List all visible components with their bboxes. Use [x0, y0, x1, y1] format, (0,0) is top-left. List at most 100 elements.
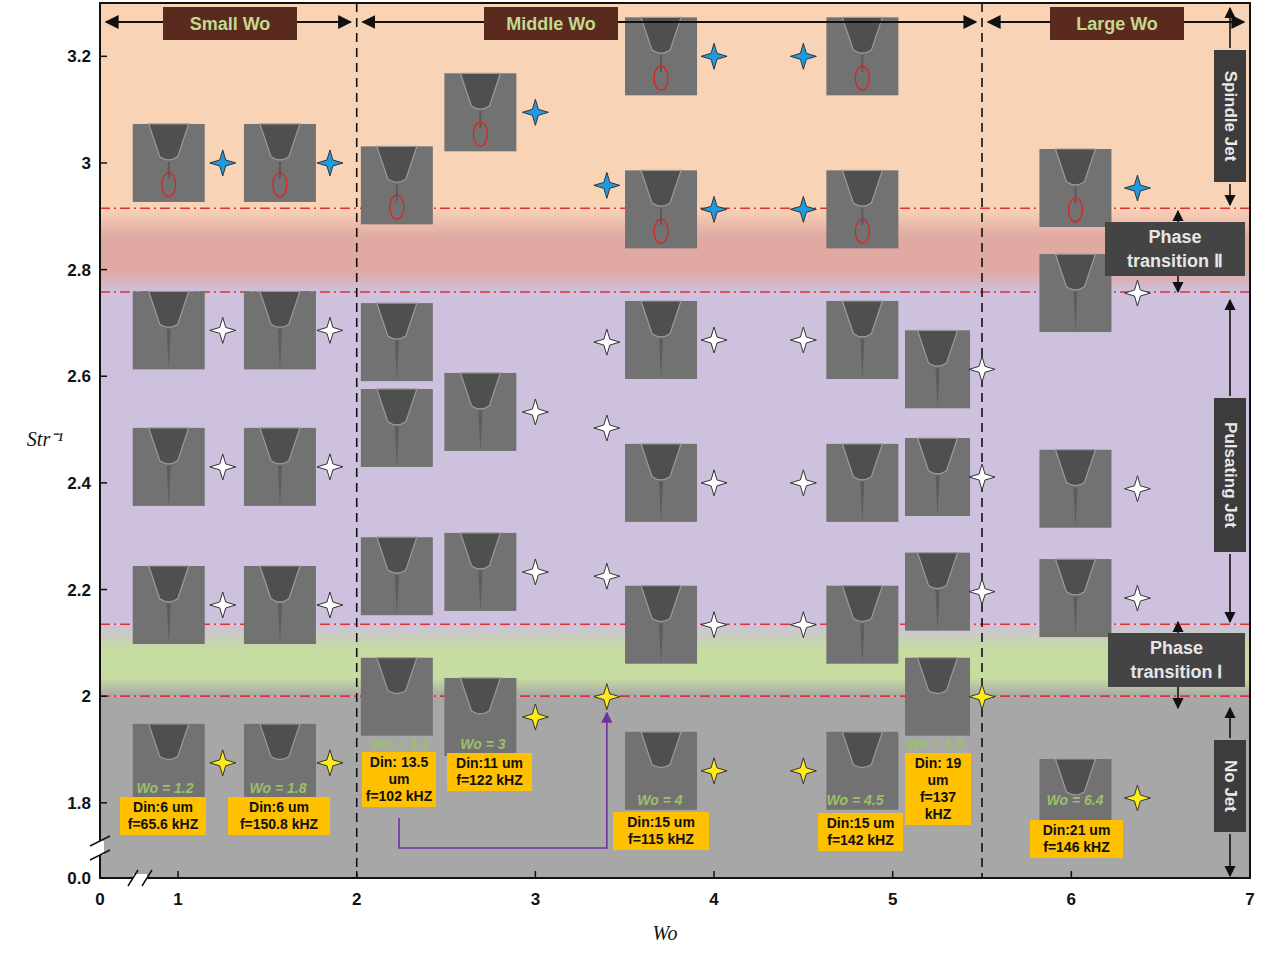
regions — [100, 3, 1250, 878]
regime-label: Phase transition Ⅰ — [1108, 633, 1245, 687]
freq-text: f=115 kHZ — [615, 831, 707, 848]
param-box: Din:11 umf=122 kHZ — [447, 753, 532, 791]
y-tick-label: 2.2 — [67, 581, 91, 600]
region-band — [100, 696, 1250, 878]
jet — [167, 329, 171, 370]
image-bg — [444, 73, 516, 151]
x-tick-label: 6 — [1067, 890, 1076, 909]
y-break-label: 0.0 — [67, 869, 91, 888]
droplet-mark — [855, 66, 869, 90]
jet — [395, 341, 399, 382]
star-point — [522, 559, 548, 585]
freq-text: f=146 kHZ — [1032, 839, 1121, 856]
x-tick-label: 2 — [352, 890, 361, 909]
regime-label: Pulsating Jet — [1221, 422, 1240, 528]
image-bg — [625, 586, 697, 664]
freq-text: f=102 kHZ — [364, 788, 434, 805]
star-point — [1124, 280, 1150, 306]
din-text: Din: 19 um — [907, 755, 969, 789]
star-point — [317, 317, 343, 343]
nozzle — [149, 124, 189, 160]
image-bg — [1039, 254, 1111, 332]
y-tick-label: 1.8 — [67, 794, 91, 813]
jet — [1074, 186, 1076, 203]
jet-image — [905, 658, 970, 736]
wo-caption: Wo = 4 — [637, 792, 682, 808]
image-bg — [826, 732, 898, 810]
x-tick-label: 3 — [531, 890, 540, 909]
nozzle — [460, 73, 500, 109]
image-bg — [1039, 559, 1111, 637]
y-tick-label: 2 — [82, 687, 91, 706]
nozzle — [260, 124, 300, 160]
star-point — [790, 758, 816, 784]
regime-box — [1214, 50, 1246, 182]
jet-image — [905, 438, 970, 516]
param-box: Din:21 umf=146 kHZ — [1030, 820, 1123, 858]
y-tick — [100, 589, 107, 591]
image-bg — [133, 428, 205, 506]
figure: 1.822.22.42.62.833.2123456700.0WoStr⁻¹Sm… — [0, 0, 1269, 956]
axis-break — [90, 836, 110, 846]
image-bg — [244, 724, 316, 802]
star-point — [969, 356, 995, 382]
din-text: Din:15 um — [615, 814, 707, 831]
jet-image — [1039, 254, 1111, 332]
star-point — [594, 329, 620, 355]
nozzle — [641, 170, 681, 206]
jet — [860, 338, 864, 379]
nozzle — [842, 586, 882, 622]
x-tick-label: 7 — [1245, 890, 1254, 909]
droplet-mark — [473, 122, 487, 146]
x-tick — [1071, 871, 1073, 878]
jet-image — [133, 124, 205, 202]
jet-image — [133, 724, 205, 802]
image-bg — [244, 124, 316, 202]
regime-arrow — [1229, 184, 1231, 205]
image-bg — [826, 444, 898, 522]
jet — [1073, 292, 1077, 333]
jet-image — [625, 444, 697, 522]
regime-arrow — [1229, 300, 1231, 396]
jet-image — [1039, 559, 1111, 637]
star-point — [317, 454, 343, 480]
plot-frame — [100, 3, 1250, 878]
x-tick — [713, 871, 715, 878]
image-bg — [625, 301, 697, 379]
star-point — [701, 327, 727, 353]
jet — [395, 575, 399, 616]
regime-arrow — [1229, 8, 1231, 48]
x-tick — [535, 871, 537, 878]
star-point — [790, 470, 816, 496]
axis-break — [128, 870, 138, 886]
din-text: Din:6 um — [230, 799, 328, 816]
nozzle — [918, 553, 958, 589]
nozzle — [149, 428, 189, 464]
image-bg — [244, 566, 316, 644]
group-box — [163, 7, 297, 40]
image-bg — [905, 658, 970, 736]
freq-text: f=150.8 kHZ — [230, 816, 328, 833]
nozzle — [377, 658, 417, 694]
y-tick — [100, 375, 107, 377]
y-tick — [100, 56, 107, 58]
jet-image — [826, 586, 898, 664]
jet — [1073, 487, 1077, 528]
star-point — [522, 399, 548, 425]
image-bg — [361, 658, 433, 736]
wo-caption: Wo = 6.4 — [1047, 792, 1104, 808]
droplet-mark — [855, 219, 869, 243]
star-point — [790, 327, 816, 353]
jet-image — [444, 73, 516, 151]
regime-arrow — [1229, 834, 1231, 876]
jet-image — [133, 566, 205, 644]
star-point — [1124, 175, 1150, 201]
din-text: Din:11 um — [449, 755, 530, 772]
jet-images — [133, 17, 1112, 837]
jet-image — [625, 301, 697, 379]
jet — [167, 603, 171, 644]
wo-caption: Wo = 3 — [460, 736, 505, 752]
param-box: Din:15 umf=142 kHZ — [818, 813, 903, 851]
star-point — [210, 750, 236, 776]
nozzle — [149, 291, 189, 327]
